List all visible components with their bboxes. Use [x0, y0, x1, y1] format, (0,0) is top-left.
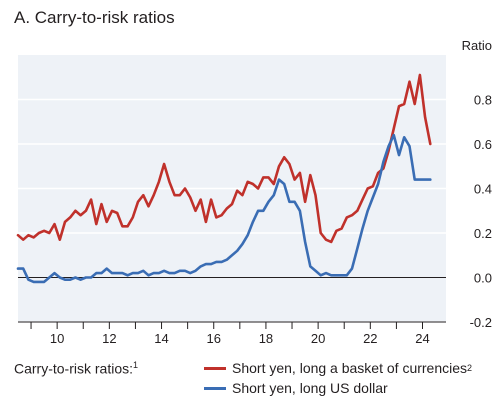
- legend-item-basket: Short yen, long a basket of currencies 2: [204, 360, 472, 376]
- y-axis: -0.2 0.0 0.2 0.4 0.6 0.8: [470, 93, 492, 331]
- x-tick-label: 16: [206, 331, 220, 346]
- y-tick-label: 0.4: [474, 182, 492, 197]
- legend-swatch-basket: [204, 366, 226, 370]
- y-tick-label: 0.2: [474, 226, 492, 241]
- x-tick-label: 24: [415, 331, 429, 346]
- legend-item-usd: Short yen, long US dollar: [204, 380, 388, 396]
- series-lines: [16, 73, 432, 284]
- x-tick-label: 18: [259, 331, 273, 346]
- y-tick-label: 0.0: [474, 271, 492, 286]
- x-tick-label: 20: [311, 331, 325, 346]
- legend-lead: Carry-to-risk ratios:1: [14, 360, 139, 377]
- series-line-1: [16, 133, 432, 284]
- legend-lead-note: 1: [133, 360, 139, 370]
- y-tick-label: 0.6: [474, 137, 492, 152]
- legend-label-basket: Short yen, long a basket of currencies: [232, 360, 468, 376]
- x-tick-label: 14: [154, 331, 168, 346]
- x-tick-label: 12: [102, 331, 116, 346]
- x-tick-label: 22: [363, 331, 377, 346]
- series-line-0: [16, 73, 432, 244]
- y-tick-label: -0.2: [470, 315, 492, 330]
- legend-label-usd: Short yen, long US dollar: [232, 380, 388, 396]
- legend-note-basket: 2: [467, 363, 473, 373]
- x-axis: 10 12 14 16 18 20 22 24: [18, 321, 446, 346]
- legend-swatch-usd: [204, 386, 226, 390]
- chart-title: A. Carry-to-risk ratios: [14, 8, 175, 27]
- y-axis-label: Ratio: [462, 38, 492, 53]
- y-tick-label: 0.8: [474, 93, 492, 108]
- x-tick-label: 10: [50, 331, 64, 346]
